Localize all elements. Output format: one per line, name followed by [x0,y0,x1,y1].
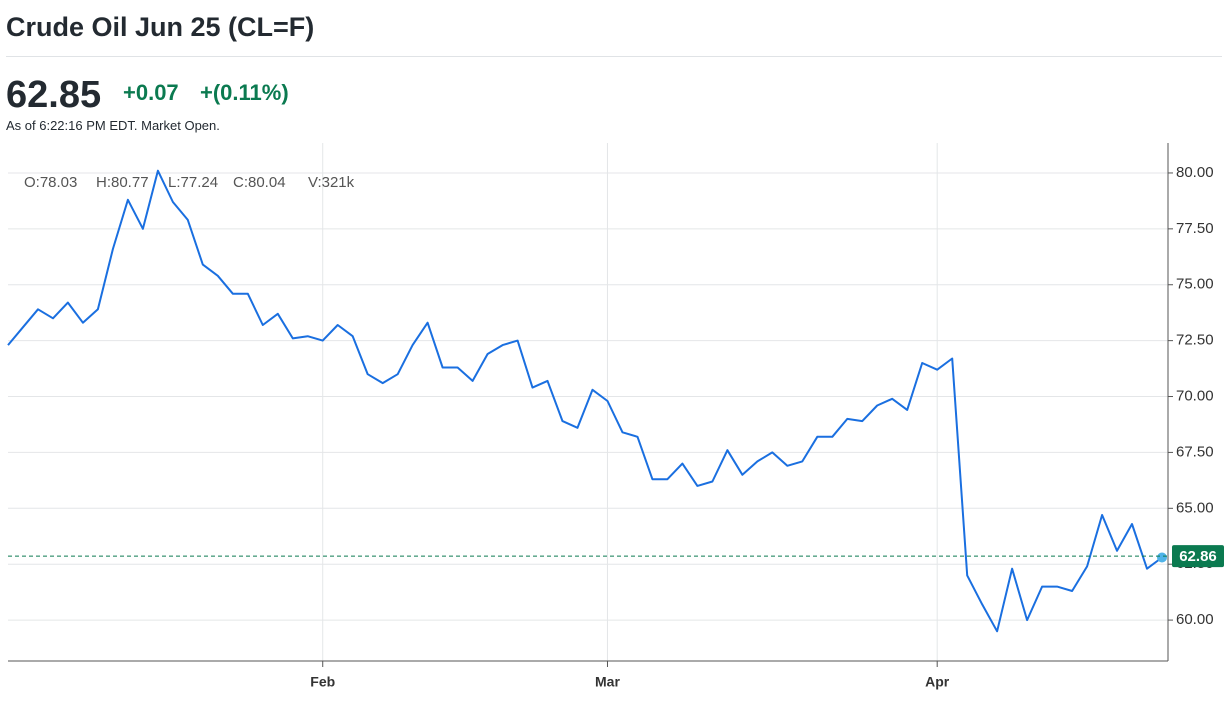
ohlc-text: L:77.24 [168,174,218,191]
last-point [1157,552,1167,563]
y-tick-label: 70.00 [1176,387,1214,404]
price-line [7,169,1163,633]
y-tick-label: 80.00 [1176,164,1214,181]
price: 62.85 [6,74,102,116]
x-tick-label: Mar [595,674,620,690]
y-tick-label: 72.50 [1176,332,1214,349]
separator [6,56,1222,57]
ohlc-text: O:78.03 [24,174,77,191]
y-tick-label: 60.00 [1176,611,1214,628]
ohlc-text: C:80.04 [233,174,286,191]
ohlc-text: V:321k [308,174,355,191]
as-of: As of 6:22:16 PM EDT. Market Open. [6,118,220,133]
change: +0.07 [123,80,179,105]
title: Crude Oil Jun 25 (CL=F) [6,12,315,42]
y-tick-label: 75.00 [1176,276,1214,293]
last-price-box [1172,545,1224,568]
x-tick-label: Feb [310,674,335,690]
y-tick-label: 67.50 [1176,443,1214,460]
ohlc-text: H:80.77 [96,174,149,191]
x-tick-label: Apr [925,674,950,690]
last-price-label: 62.86 [1179,548,1217,565]
y-tick-label: 65.00 [1176,499,1214,516]
y-tick-label: 77.50 [1176,220,1214,237]
change-pct: +(0.11%) [200,80,289,105]
